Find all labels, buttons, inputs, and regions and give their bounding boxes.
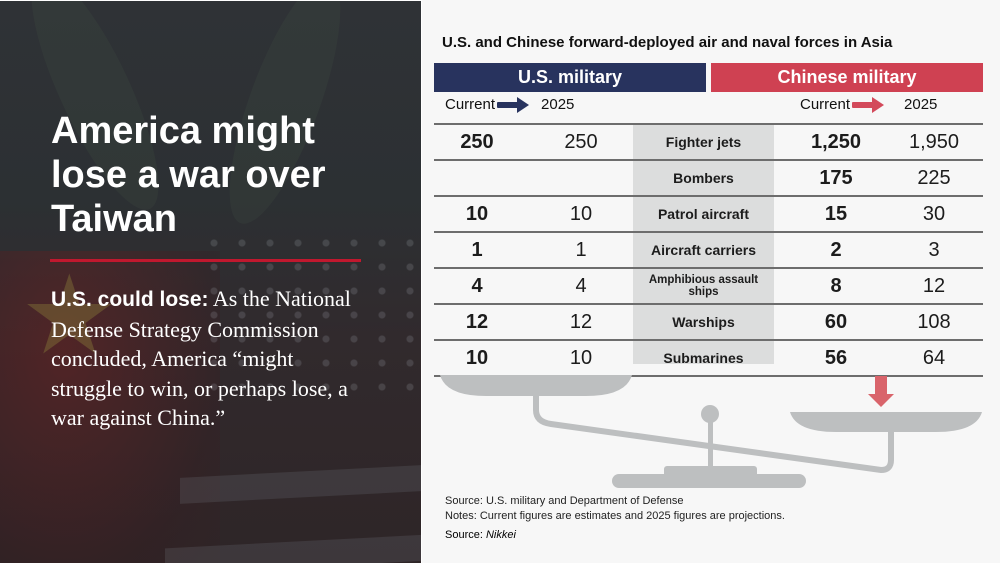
scale-post xyxy=(708,420,713,470)
cn-2025-value: 12 xyxy=(922,274,946,297)
forces-table: 250 250 Fighter jets 1,250 1,950 Bombers… xyxy=(434,123,983,377)
us-current-value: 10 xyxy=(465,202,489,225)
cn-2025-value: 1,950 xyxy=(908,130,960,153)
cn-2025-value: 3 xyxy=(928,238,940,261)
us-current-value: 250 xyxy=(460,130,494,153)
category-column-shade xyxy=(633,124,774,364)
slide-body: U.S. could lose: As the National Defense… xyxy=(51,284,351,433)
cn-current-value: 15 xyxy=(824,202,848,225)
us-2025-value: 1 xyxy=(575,238,587,261)
us-2025-value: 10 xyxy=(569,346,593,369)
cn-2025-label: 2025 xyxy=(904,96,938,113)
source-credit: Source: Nikkei xyxy=(445,528,785,543)
cn-2025-value: 225 xyxy=(917,166,951,189)
chinese-military-header: Chinese military xyxy=(711,63,983,92)
table-row: 4 4 Amphibious assault ships 8 12 xyxy=(434,267,983,303)
sources-block: Source: U.S. military and Department of … xyxy=(445,494,785,543)
body-lead: U.S. could lose: xyxy=(51,288,209,311)
title-divider xyxy=(50,259,361,262)
category-label: Submarines xyxy=(663,350,744,366)
us-2025-value: 250 xyxy=(564,130,598,153)
us-current-value: 1 xyxy=(471,238,483,261)
us-2025-value: 10 xyxy=(569,202,593,225)
scale-base xyxy=(612,474,806,488)
background-us-flag-stars xyxy=(200,231,421,391)
slide-title: America might lose a war over Taiwan xyxy=(51,110,326,240)
scale-beam xyxy=(533,394,894,474)
table-row: 250 250 Fighter jets 1,250 1,950 xyxy=(434,123,983,159)
right-arrow-icon xyxy=(497,96,530,113)
table-row: 1 1 Aircraft carriers 2 3 xyxy=(434,231,983,267)
cn-current-label: Current xyxy=(800,96,851,113)
us-2025-value: 12 xyxy=(569,310,593,333)
right-arrow-icon xyxy=(852,96,885,113)
cn-2025-value: 108 xyxy=(917,310,951,333)
us-scale-pan xyxy=(440,375,632,396)
cn-current-value: 8 xyxy=(830,274,842,297)
table-row: 10 10 Submarines 56 64 xyxy=(434,339,983,377)
category-label: Aircraft carriers xyxy=(650,242,757,258)
category-label: Fighter jets xyxy=(665,134,742,150)
source-credit-name: Nikkei xyxy=(485,529,516,541)
cn-scale-pan xyxy=(790,412,982,432)
us-current-label: Current xyxy=(445,96,496,113)
body-quote: As the National Defense Strategy Commiss… xyxy=(51,286,351,430)
us-current-value: 10 xyxy=(465,346,489,369)
us-2025-label: 2025 xyxy=(541,96,575,113)
cn-current-value: 2 xyxy=(830,238,842,261)
category-label: Bombers xyxy=(673,170,734,186)
us-current-value: 4 xyxy=(471,274,483,297)
notes-line: Notes: Current figures are estimates and… xyxy=(445,510,785,522)
scale-pivot-knob xyxy=(701,405,719,423)
cn-current-value: 1,250 xyxy=(810,130,862,153)
us-current-value: 12 xyxy=(465,310,489,333)
source-credit-prefix: Source: xyxy=(445,529,486,541)
table-row: Bombers 175 225 xyxy=(434,159,983,195)
us-2025-value: 4 xyxy=(575,274,587,297)
down-arrow-icon xyxy=(868,376,894,407)
us-subheader: Current 2025 xyxy=(445,96,574,113)
table-row: 10 10 Patrol aircraft 15 30 xyxy=(434,195,983,231)
category-label: Patrol aircraft xyxy=(657,206,750,222)
category-label: Amphibious assault ships xyxy=(648,274,759,298)
background-china-flag xyxy=(0,251,220,563)
cn-subheader: Current 2025 xyxy=(800,96,937,113)
source-line: Source: U.S. military and Department of … xyxy=(445,495,684,507)
cn-2025-value: 30 xyxy=(922,202,946,225)
cn-current-value: 56 xyxy=(824,346,848,369)
us-military-header: U.S. military xyxy=(434,63,706,92)
table-row: 12 12 Warships 60 108 xyxy=(434,303,983,339)
background-star-icon: ★ xyxy=(20,254,119,377)
cn-current-value: 175 xyxy=(819,166,853,189)
category-label: Warships xyxy=(672,314,735,330)
balance-scale-icon xyxy=(440,375,982,488)
slide-text-panel: ★ America might lose a war over Taiwan U… xyxy=(0,1,421,563)
cn-2025-value: 64 xyxy=(922,346,946,369)
infographic-title: U.S. and Chinese forward-deployed air an… xyxy=(442,34,893,51)
cn-current-value: 60 xyxy=(824,310,848,333)
